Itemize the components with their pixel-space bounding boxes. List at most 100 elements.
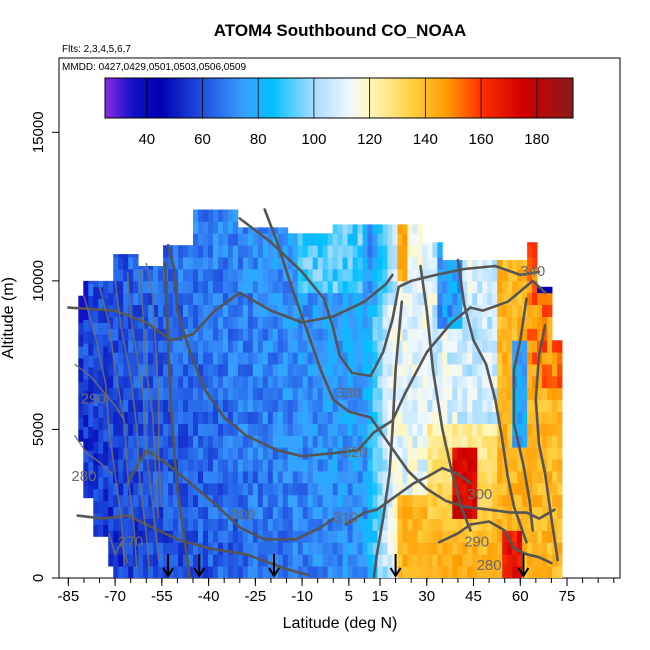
co-cell (153, 292, 159, 306)
co-cell (467, 506, 473, 519)
co-cell (457, 340, 463, 353)
co-cell (472, 447, 478, 460)
co-cell (282, 340, 289, 353)
co-cell (417, 530, 423, 543)
co-cell (272, 435, 279, 448)
co-cell (327, 506, 334, 519)
co-cell (118, 494, 124, 508)
co-cell (217, 375, 224, 389)
co-cell (512, 471, 518, 484)
co-cell (227, 245, 234, 258)
co-cell (173, 399, 179, 412)
co-cell (362, 233, 368, 246)
co-cell (232, 506, 239, 519)
co-cell (272, 364, 279, 377)
co-cell (277, 268, 284, 282)
co-cell (432, 399, 438, 412)
co-cell (452, 280, 458, 294)
co-cell (402, 352, 408, 365)
co-cell (422, 328, 428, 341)
co-cell (512, 304, 518, 317)
co-cell (242, 518, 249, 531)
co-cell (252, 494, 259, 508)
co-cell (507, 328, 513, 341)
co-cell (477, 506, 483, 519)
co-cell (188, 542, 194, 555)
co-cell (322, 399, 329, 412)
x-axis-label: Latitude (deg N) (283, 615, 398, 632)
co-cell (148, 411, 154, 424)
co-cell (367, 268, 373, 282)
co-cell (327, 257, 334, 270)
co-cell (502, 471, 508, 484)
co-cell (437, 542, 443, 555)
co-cell (472, 506, 478, 519)
co-cell (462, 447, 468, 460)
co-cell (342, 411, 349, 424)
co-cell (397, 566, 403, 578)
co-cell (277, 554, 284, 567)
co-cell (98, 441, 104, 454)
co-cell (267, 375, 274, 389)
co-cell (133, 352, 139, 365)
co-cell (357, 482, 363, 496)
co-cell (212, 530, 219, 543)
co-cell (527, 375, 533, 389)
co-cell (537, 387, 543, 401)
co-cell (482, 471, 488, 484)
co-cell (512, 292, 518, 306)
co-cell (407, 482, 413, 496)
co-cell (103, 322, 109, 335)
co-cell (183, 387, 189, 401)
co-cell (158, 316, 164, 329)
co-cell (462, 482, 468, 496)
co-cell (437, 364, 443, 377)
co-cell (482, 352, 488, 365)
co-cell (267, 257, 274, 270)
co-cell (397, 494, 403, 508)
co-cell (472, 494, 478, 508)
co-cell (267, 233, 274, 246)
co-cell (487, 352, 493, 365)
co-cell (292, 304, 299, 317)
co-cell (477, 328, 483, 341)
co-cell (402, 292, 408, 306)
co-cell (202, 387, 209, 401)
co-cell (472, 459, 478, 472)
co-cell (148, 471, 154, 484)
co-cell (128, 399, 134, 412)
co-cell (188, 280, 194, 294)
co-cell (447, 566, 453, 578)
co-cell (517, 316, 523, 329)
co-cell (527, 518, 533, 531)
co-cell (532, 435, 538, 448)
co-cell (397, 554, 403, 567)
co-cell (547, 530, 553, 543)
co-cell (442, 459, 448, 472)
co-cell (312, 399, 319, 412)
co-cell (432, 280, 438, 294)
co-cell (537, 364, 543, 377)
co-cell (502, 518, 508, 531)
co-cell (402, 435, 408, 448)
co-cell (78, 346, 84, 359)
co-cell (242, 494, 249, 508)
co-cell (332, 340, 339, 353)
co-cell (362, 328, 368, 341)
co-cell (93, 370, 99, 383)
co-cell (108, 423, 114, 436)
co-cell (198, 530, 204, 543)
co-cell (198, 245, 204, 258)
co-cell (78, 393, 84, 407)
co-cell (392, 257, 398, 270)
co-cell (322, 387, 329, 401)
co-cell (532, 364, 538, 377)
co-cell (447, 375, 453, 389)
co-cell (382, 233, 388, 246)
co-cell (342, 447, 349, 460)
co-cell (377, 494, 383, 508)
co-cell (427, 471, 433, 484)
co-cell (317, 554, 324, 567)
co-cell (387, 387, 393, 401)
